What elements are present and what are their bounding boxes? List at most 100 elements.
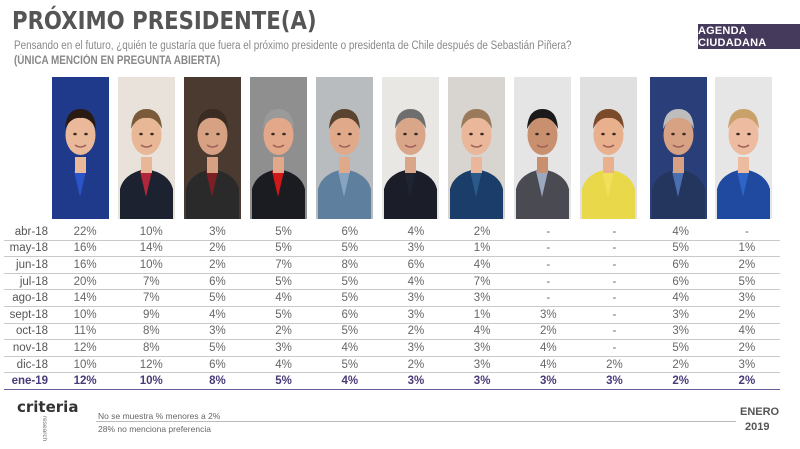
candidate-7-photo bbox=[448, 77, 505, 219]
table-cell: 6% bbox=[382, 256, 450, 274]
table-cell: 5% bbox=[316, 323, 383, 341]
table-cell: 11% bbox=[52, 323, 119, 341]
table-cell: 2% bbox=[250, 323, 317, 341]
table-cell: 3% bbox=[382, 372, 450, 391]
row-month-label: abr-18 bbox=[4, 224, 52, 241]
table-cell: 5% bbox=[647, 339, 714, 357]
row-month-label: ago-18 bbox=[4, 289, 52, 307]
table-row: abr-18 22% 10% 3% 5% 6% 4% 2% - -4% - bbox=[4, 224, 780, 241]
table-cell: 4% bbox=[713, 323, 780, 341]
table-cell: 5% bbox=[316, 273, 383, 291]
table-cell: - bbox=[581, 273, 648, 291]
table-cell: 5% bbox=[184, 339, 251, 357]
table-cell: - bbox=[581, 256, 648, 274]
table-row: oct-18 11% 8% 3% 2% 5% 2% 4% 2% -3% 4% bbox=[4, 323, 780, 341]
table-cell: 5% bbox=[316, 289, 383, 307]
results-table: abr-18 22% 10% 3% 5% 6% 4% 2% - -4% - may-18 16% 14% 2… bbox=[4, 224, 780, 391]
table-cell: 3% bbox=[382, 289, 450, 307]
table-cell: 9% bbox=[118, 306, 185, 324]
table-cell: - bbox=[515, 289, 582, 307]
table-cell: 4% bbox=[184, 306, 251, 324]
table-cell: 2% bbox=[184, 256, 251, 274]
table-cell: 2% bbox=[713, 306, 780, 324]
table-cell: - bbox=[581, 289, 648, 307]
table-cell: 5% bbox=[250, 306, 317, 324]
table-cell: 4% bbox=[250, 356, 317, 374]
table-cell: 6% bbox=[647, 256, 714, 274]
table-cell: 4% bbox=[647, 224, 714, 241]
table-cell: 4% bbox=[382, 224, 450, 241]
report-month: ENERO bbox=[740, 406, 780, 418]
table-cell: 6% bbox=[316, 306, 383, 324]
table-row: ene-19 12% 10% 8% 5% 4% 3% 3% 3% 3% 2% 2% bbox=[4, 372, 780, 391]
row-month-label: sept-18 bbox=[4, 306, 52, 324]
table-cell: 3% bbox=[449, 339, 516, 357]
table-cell: 3% bbox=[515, 372, 582, 391]
table-cell: 2% bbox=[713, 339, 780, 357]
table-cell: 7% bbox=[118, 273, 185, 291]
table-cell: 2% bbox=[713, 372, 780, 391]
logo-subtitle: research bbox=[41, 416, 48, 442]
footnote-threshold: No se muestra % menores a 2% bbox=[98, 411, 221, 421]
table-cell: 3% bbox=[449, 289, 516, 307]
candidate-5-photo bbox=[316, 77, 373, 219]
table-cell: 5% bbox=[250, 240, 317, 258]
table-cell: 3% bbox=[382, 339, 450, 357]
table-cell: 5% bbox=[316, 240, 383, 258]
table-cell: - bbox=[713, 224, 780, 241]
table-cell: 7% bbox=[118, 289, 185, 307]
table-row: jul-18 20% 7% 6% 5% 5% 4% 7% - -6% 5% bbox=[4, 273, 780, 291]
table-cell: - bbox=[581, 323, 648, 341]
row-month-label: dic-18 bbox=[4, 356, 52, 374]
table-cell: 2% bbox=[449, 224, 516, 241]
table-row: nov-18 12% 8% 5% 3% 4% 3% 3% 4% -5% 2% bbox=[4, 339, 780, 357]
table-cell: 2% bbox=[382, 356, 450, 374]
row-month-label: nov-18 bbox=[4, 339, 52, 357]
table-cell: 3% bbox=[449, 372, 516, 391]
table-cell: 3% bbox=[449, 356, 516, 374]
table-cell: 5% bbox=[184, 289, 251, 307]
table-cell: 5% bbox=[250, 372, 317, 391]
table-cell: 3% bbox=[647, 306, 714, 324]
table-cell: - bbox=[515, 256, 582, 274]
row-month-label: ene-19 bbox=[4, 372, 52, 391]
table-cell: 6% bbox=[316, 224, 383, 241]
table-cell: 22% bbox=[52, 224, 119, 241]
page-title: PRÓXIMO PRESIDENTE(A) bbox=[12, 6, 317, 35]
table-cell: - bbox=[515, 224, 582, 241]
table-cell: 4% bbox=[316, 372, 383, 391]
table-row: jun-18 16% 10% 2% 7% 8% 6% 4% - -6% 2% bbox=[4, 256, 780, 274]
table-cell: 7% bbox=[449, 273, 516, 291]
table-cell: 5% bbox=[250, 273, 317, 291]
table-cell: 4% bbox=[515, 356, 582, 374]
table-cell: 4% bbox=[449, 323, 516, 341]
table-cell: 3% bbox=[382, 240, 450, 258]
table-cell: 4% bbox=[449, 256, 516, 274]
table-cell: 16% bbox=[52, 256, 119, 274]
table-cell: 8% bbox=[316, 256, 383, 274]
table-cell: 14% bbox=[52, 289, 119, 307]
table-cell: 8% bbox=[184, 372, 251, 391]
table-cell: 1% bbox=[449, 240, 516, 258]
table-cell: 12% bbox=[52, 372, 119, 391]
table-cell: 3% bbox=[184, 323, 251, 341]
table-cell: 1% bbox=[713, 240, 780, 258]
row-month-label: oct-18 bbox=[4, 323, 52, 341]
table-cell: 10% bbox=[118, 256, 185, 274]
table-cell: 5% bbox=[713, 273, 780, 291]
table-row: dic-18 10% 12% 6% 4% 5% 2% 3% 4% 2% 2% 3% bbox=[4, 356, 780, 374]
table-cell: 5% bbox=[647, 240, 714, 258]
candidate-4-photo bbox=[250, 77, 307, 219]
table-cell: 4% bbox=[647, 289, 714, 307]
table-cell: 2% bbox=[581, 356, 648, 374]
table-cell: - bbox=[581, 339, 648, 357]
table-cell: 7% bbox=[250, 256, 317, 274]
table-cell: 3% bbox=[382, 306, 450, 324]
table-cell: - bbox=[515, 240, 582, 258]
candidate-9-photo bbox=[580, 77, 637, 219]
question-note: (ÚNICA MENCIÓN EN PREGUNTA ABIERTA) bbox=[14, 55, 221, 67]
table-cell: 2% bbox=[515, 323, 582, 341]
table-cell: - bbox=[581, 224, 648, 241]
row-month-label: jul-18 bbox=[4, 273, 52, 291]
row-month-label: jun-18 bbox=[4, 256, 52, 274]
